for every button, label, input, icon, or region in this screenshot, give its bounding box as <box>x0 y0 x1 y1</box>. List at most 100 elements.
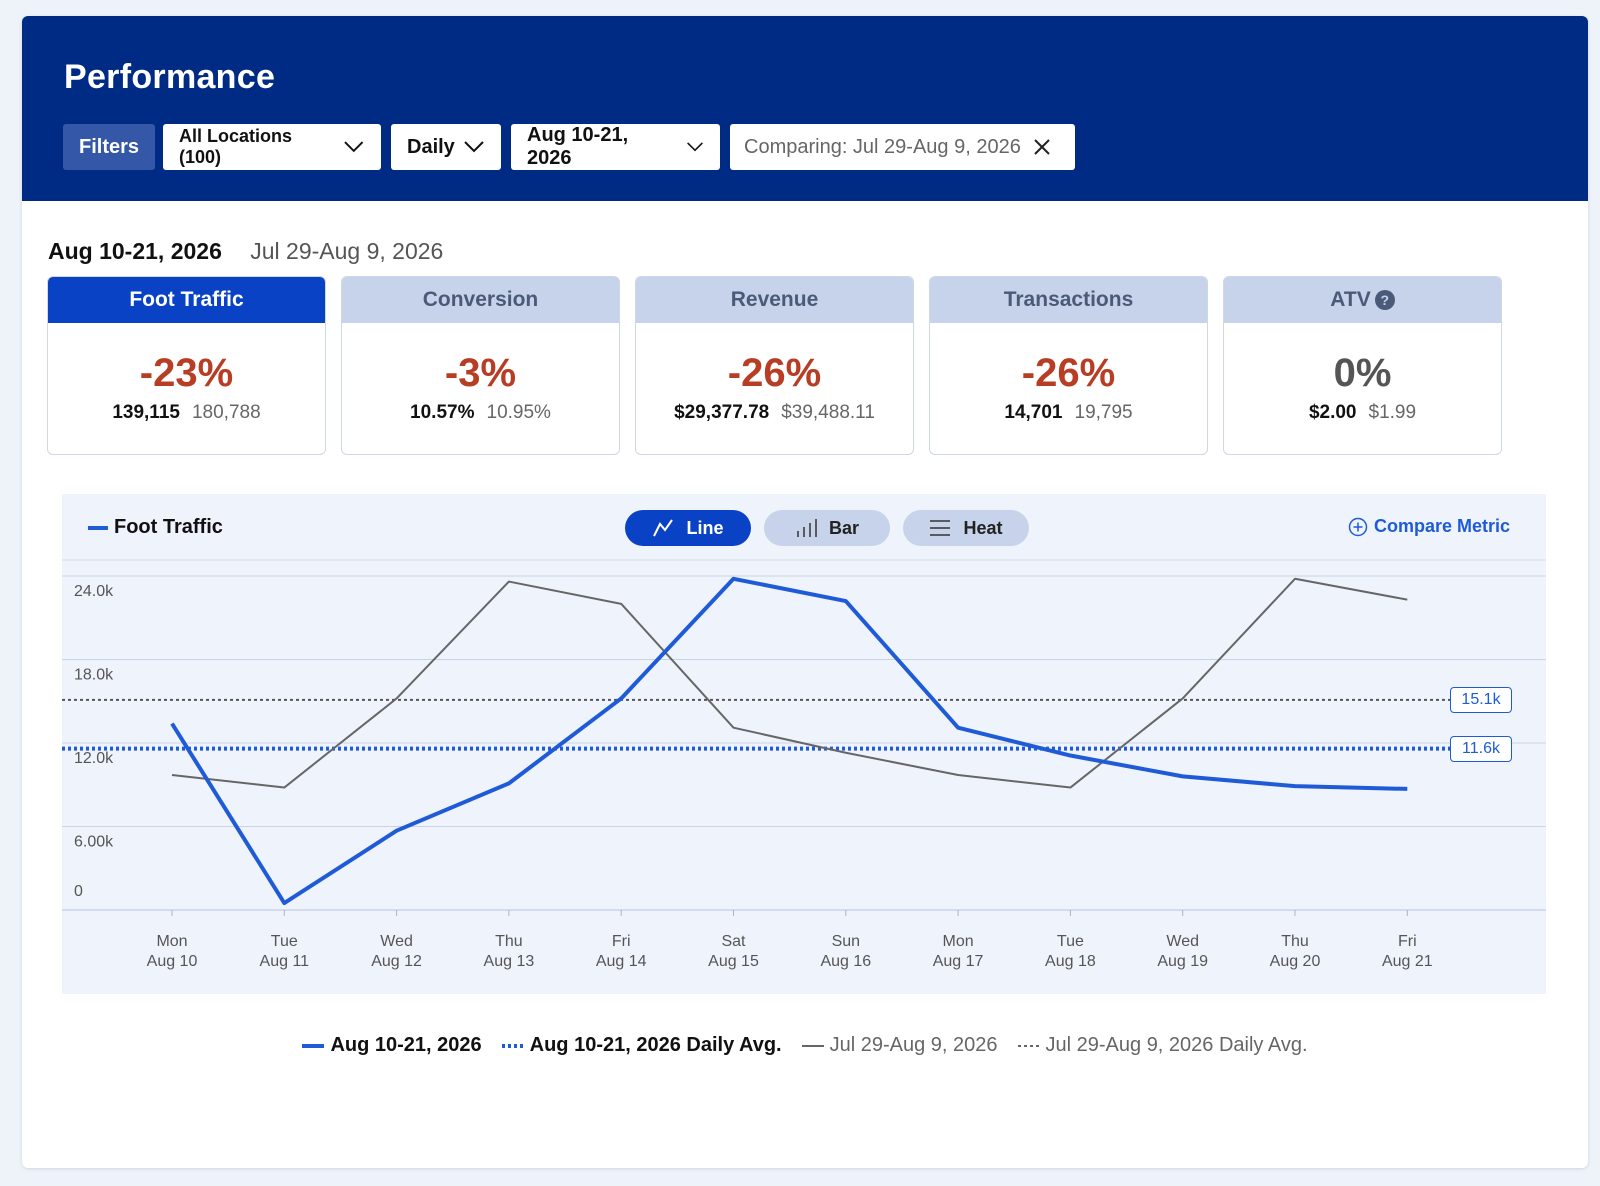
range-row: Aug 10-21, 2026 Jul 29-Aug 9, 2026 <box>48 238 443 265</box>
metric-change: -3% <box>444 351 517 395</box>
x-tick-label: Wed <box>380 933 413 950</box>
x-tick-label: Aug 14 <box>596 953 647 970</box>
comparing-label: Comparing: Jul 29-Aug 9, 2026 <box>744 135 1021 158</box>
solid-line-swatch <box>801 1044 824 1047</box>
date-range-select[interactable]: Aug 10-21, 2026 <box>511 124 720 170</box>
metric-change: -26% <box>1021 351 1116 395</box>
metric-current-value: 14,701 <box>1004 402 1063 423</box>
x-tick-label: Thu <box>495 933 523 950</box>
metric-card-atv[interactable]: ATV? 0% $2.00 $1.99 <box>1223 276 1502 455</box>
page-title: Performance <box>64 58 276 96</box>
chevron-down-icon <box>687 142 703 152</box>
y-tick-label: 6.00k <box>74 834 114 851</box>
solid-line-swatch <box>302 1043 325 1048</box>
series-line-current <box>170 576 1408 906</box>
metric-change: -23% <box>139 351 234 395</box>
metric-title: Conversion <box>342 277 619 323</box>
date-range-select-label: Aug 10-21, 2026 <box>527 124 629 169</box>
header: Performance Filters All Locations (100) … <box>22 16 1588 201</box>
y-tick-label: 24.0k <box>74 583 114 600</box>
metric-current-value: $29,377.78 <box>674 402 770 423</box>
legend-label: Aug 10-21, 2026 Daily Avg. <box>529 1034 782 1056</box>
x-tick-label: Aug 18 <box>1045 953 1096 970</box>
filters-button[interactable]: Filters <box>63 124 155 170</box>
question-circle-icon[interactable]: ? <box>1374 290 1395 310</box>
heatmap-icon <box>930 520 951 536</box>
metric-title: Transactions <box>930 277 1207 323</box>
legend-item-current-avg[interactable]: Aug 10-21, 2026 Daily Avg. <box>501 1034 782 1057</box>
chart-mode-heat-label: Heat <box>963 517 1003 538</box>
metric-title-row: ATV? <box>1224 277 1501 323</box>
metric-previous-value: $39,488.11 <box>781 402 875 423</box>
close-icon[interactable] <box>1033 138 1051 156</box>
legend-item-current[interactable]: Aug 10-21, 2026 <box>302 1034 482 1057</box>
x-tick-label: Aug 10 <box>147 953 198 970</box>
legend-label: Aug 10-21, 2026 <box>330 1034 482 1056</box>
x-tick-label: Wed <box>1166 933 1199 950</box>
metric-card-transactions[interactable]: Transactions -26% 14,701 19,795 <box>929 276 1208 455</box>
chart-panel: 24.0k 18.0k 12.0k 6.00k 0 Mon Aug 10 Tue Aug 11 W… <box>62 494 1546 994</box>
chart-mode-line-label: Line <box>686 517 724 538</box>
bar-chart-icon <box>797 519 817 537</box>
x-tick-label: Aug 15 <box>708 953 759 970</box>
x-tick-label: Tue <box>1057 933 1084 950</box>
chevron-down-icon <box>344 141 364 153</box>
x-tick-label: Fri <box>1398 933 1417 950</box>
x-tick-label: Aug 11 <box>260 953 310 970</box>
chart-mode-line-button[interactable]: Line <box>625 510 751 546</box>
x-tick-label: Aug 13 <box>484 953 535 970</box>
series-line-compare <box>171 577 1408 789</box>
metric-title: ATV <box>1330 288 1371 311</box>
x-tick-label: Mon <box>156 933 187 950</box>
location-select[interactable]: All Locations (100) <box>163 124 381 170</box>
legend-item-compare[interactable]: Jul 29-Aug 9, 2026 <box>801 1034 998 1057</box>
comparing-pill[interactable]: Comparing: Jul 29-Aug 9, 2026 <box>730 124 1075 170</box>
foot-traffic-line-chart: 24.0k 18.0k 12.0k 6.00k 0 Mon Aug 10 Tue Aug 11 W… <box>62 559 1546 970</box>
legend-label: Jul 29-Aug 9, 2026 Daily Avg. <box>1045 1034 1308 1056</box>
legend-label: Jul 29-Aug 9, 2026 <box>829 1034 998 1056</box>
dotted-line-swatch <box>1017 1044 1040 1047</box>
x-tick-label: Mon <box>943 933 974 950</box>
chart-mode-heat-button[interactable]: Heat <box>903 510 1029 546</box>
x-tick-label: Sat <box>721 933 746 950</box>
metric-title: Foot Traffic <box>48 277 325 323</box>
metric-change: 0% <box>1333 351 1392 395</box>
metric-previous-value: 19,795 <box>1074 402 1133 423</box>
x-tick-label: Aug 21 <box>1382 953 1433 970</box>
location-select-label: All Locations (100) <box>179 126 293 167</box>
metric-current-value: 139,115 <box>112 402 180 423</box>
plus-circle-icon <box>1348 517 1368 536</box>
metric-previous-value: $1.99 <box>1368 402 1417 423</box>
metric-previous-value: 10.95% <box>486 402 551 423</box>
x-tick-label: Aug 20 <box>1270 953 1321 970</box>
metric-card-revenue[interactable]: Revenue -26% $29,377.78 $39,488.11 <box>635 276 914 455</box>
series-swatch <box>88 525 108 530</box>
chart-mode-bar-label: Bar <box>828 517 859 538</box>
chart-mode-bar-button[interactable]: Bar <box>764 510 890 546</box>
granularity-select-label: Daily <box>407 135 455 158</box>
granularity-select[interactable]: Daily <box>391 124 501 170</box>
chevron-down-icon <box>464 141 484 153</box>
y-tick-label: 18.0k <box>74 667 114 684</box>
x-tick-label: Aug 19 <box>1157 953 1208 970</box>
x-tick-label: Fri <box>612 933 631 950</box>
x-tick-label: Tue <box>271 933 298 950</box>
x-tick-label: Aug 12 <box>371 953 422 970</box>
compare-metric-label: Compare Metric <box>1373 516 1510 536</box>
line-chart-icon <box>653 519 674 537</box>
legend-item-compare-avg[interactable]: Jul 29-Aug 9, 2026 Daily Avg. <box>1017 1034 1308 1057</box>
chart-legend-title-text: Foot Traffic <box>114 516 223 538</box>
x-tick-label: Aug 17 <box>933 953 984 970</box>
metric-card-conversion[interactable]: Conversion -3% 10.57% 10.95% <box>341 276 620 455</box>
y-tick-label: 12.0k <box>74 750 114 767</box>
compare-avg-badge: 15.1k <box>1450 686 1512 713</box>
dotted-line-swatch <box>501 1043 524 1048</box>
compare-metric-button[interactable]: Compare Metric <box>1348 516 1510 537</box>
chart-legend-title: Foot Traffic <box>88 516 223 539</box>
performance-card: Performance Filters All Locations (100) … <box>22 16 1588 1168</box>
metric-previous-value: 180,788 <box>191 402 261 423</box>
y-tick-label: 0 <box>74 883 83 900</box>
metric-change: -26% <box>727 351 822 395</box>
metric-card-foot-traffic[interactable]: Foot Traffic -23% 139,115 180,788 <box>47 276 326 455</box>
x-tick-label: Sun <box>832 933 860 950</box>
